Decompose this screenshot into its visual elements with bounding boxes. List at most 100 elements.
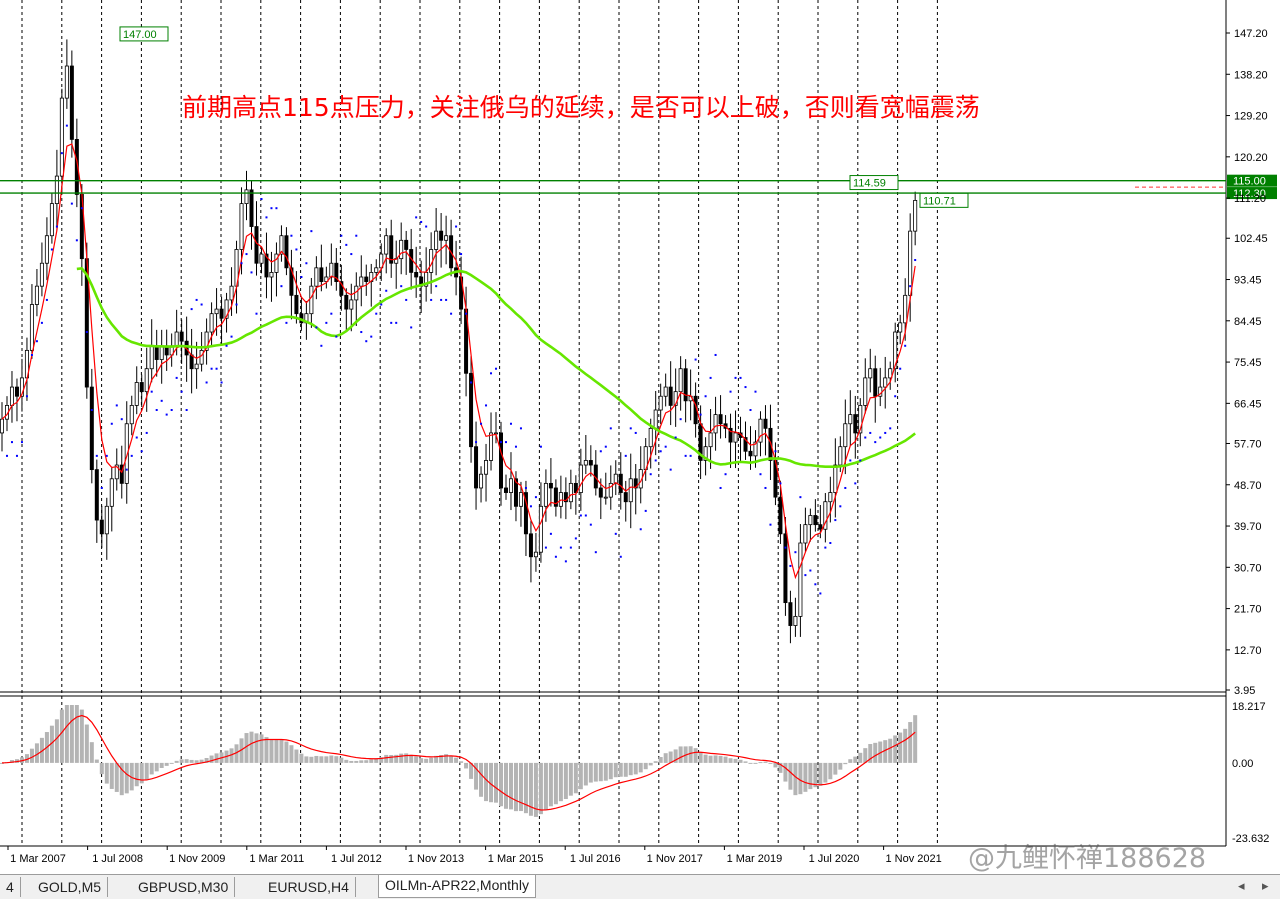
osc-histogram-bar bbox=[39, 737, 44, 763]
osc-histogram-bar bbox=[643, 762, 648, 770]
sar-dot bbox=[644, 509, 647, 512]
tab-eurusd-h4[interactable]: EURUSD,H4 bbox=[262, 877, 356, 897]
osc-histogram-bar bbox=[404, 753, 409, 763]
candle-body bbox=[269, 272, 274, 278]
sar-dot bbox=[385, 289, 388, 292]
candle-body bbox=[743, 437, 748, 452]
sar-dot bbox=[415, 216, 418, 219]
osc-histogram-bar bbox=[49, 725, 54, 763]
sar-dot bbox=[160, 399, 163, 402]
osc-histogram-bar bbox=[618, 762, 623, 777]
candle-body bbox=[114, 464, 119, 480]
osc-histogram-bar bbox=[469, 762, 474, 779]
tab-gbpusd-m30[interactable]: GBPUSD,M30 bbox=[132, 877, 236, 897]
sar-dot bbox=[504, 441, 507, 444]
candle-body bbox=[718, 414, 723, 425]
osc-histogram-bar bbox=[319, 756, 324, 763]
osc-histogram-bar bbox=[753, 762, 758, 764]
sar-dot bbox=[704, 395, 707, 398]
osc-histogram-bar bbox=[299, 753, 304, 763]
candle-body bbox=[793, 615, 798, 626]
x-tick-label: 1 Nov 2021 bbox=[885, 853, 941, 865]
osc-tick-label: 0.00 bbox=[1232, 758, 1253, 770]
osc-histogram-bar bbox=[84, 724, 89, 763]
osc-histogram-bar bbox=[598, 762, 603, 782]
scroll-right-icon[interactable]: ▸ bbox=[1262, 879, 1269, 894]
osc-histogram-bar bbox=[294, 749, 299, 763]
sar-dot bbox=[30, 353, 33, 356]
candle-body bbox=[808, 515, 813, 526]
sar-dot bbox=[879, 436, 882, 439]
sar-dot bbox=[744, 386, 747, 389]
price-label-text: 147.00 bbox=[123, 29, 157, 41]
candle-body bbox=[763, 418, 768, 429]
candle-body bbox=[19, 377, 24, 397]
watermark: @九鲤怀禅188628 bbox=[968, 843, 1207, 874]
tab-gold-m5[interactable]: GOLD,M5 bbox=[32, 877, 109, 897]
sar-dot bbox=[215, 367, 218, 370]
sar-dot bbox=[200, 303, 203, 306]
level-label-box bbox=[1227, 174, 1277, 187]
osc-histogram-bar bbox=[104, 762, 109, 784]
price-label-box bbox=[919, 192, 969, 208]
sar-dot bbox=[844, 486, 847, 489]
sar-dot bbox=[604, 445, 607, 448]
sar-dot bbox=[55, 225, 58, 228]
candle-body bbox=[888, 368, 893, 379]
sar-dot bbox=[250, 271, 253, 274]
candle-body bbox=[404, 239, 409, 250]
osc-histogram-bar bbox=[908, 722, 913, 763]
tab-oilmn-monthly[interactable]: OILMn-APR22,Monthly bbox=[378, 875, 536, 898]
osc-histogram-bar bbox=[344, 759, 349, 763]
sar-dot bbox=[614, 532, 617, 535]
candle-body bbox=[848, 414, 853, 425]
sar-dot bbox=[20, 441, 23, 444]
sar-dot bbox=[60, 152, 63, 155]
osc-histogram-bar bbox=[538, 762, 543, 815]
osc-histogram-bar bbox=[244, 733, 249, 763]
candle-body bbox=[279, 235, 284, 255]
sar-dot bbox=[544, 546, 547, 549]
osc-histogram-bar bbox=[738, 759, 743, 763]
candle-body bbox=[553, 487, 558, 507]
candle-body bbox=[728, 427, 733, 443]
sar-dot bbox=[430, 298, 433, 301]
osc-histogram-bar bbox=[808, 762, 813, 790]
candle-body bbox=[513, 478, 518, 507]
candle-body bbox=[344, 294, 349, 310]
sar-dot bbox=[355, 234, 358, 237]
sar-dot bbox=[809, 569, 812, 572]
sar-dot bbox=[210, 367, 213, 370]
sar-dot bbox=[45, 298, 48, 301]
sar-dot bbox=[634, 431, 637, 434]
candle-body bbox=[843, 423, 848, 448]
candle-body bbox=[359, 276, 364, 287]
sar-dot bbox=[664, 445, 667, 448]
osc-histogram-bar bbox=[623, 762, 628, 777]
osc-histogram-bar bbox=[79, 709, 84, 763]
candle-body bbox=[858, 405, 863, 434]
candle-body bbox=[678, 368, 683, 393]
osc-histogram-bar bbox=[668, 751, 673, 763]
osc-histogram-bar bbox=[608, 762, 613, 780]
candle-body bbox=[598, 487, 603, 498]
osc-histogram-bar bbox=[379, 757, 384, 763]
sar-dot bbox=[320, 344, 323, 347]
candle-body bbox=[868, 368, 873, 379]
osc-histogram-bar bbox=[139, 762, 144, 784]
osc-histogram-bar bbox=[179, 759, 184, 763]
osc-histogram-bar bbox=[793, 762, 798, 796]
sar-dot bbox=[619, 555, 622, 558]
sar-dot bbox=[265, 216, 268, 219]
sar-dot bbox=[470, 381, 473, 384]
tab-item[interactable]: 4 bbox=[0, 877, 21, 897]
sar-dot bbox=[120, 418, 123, 421]
scroll-left-icon[interactable]: ◂ bbox=[1238, 879, 1245, 894]
osc-histogram-bar bbox=[518, 762, 523, 812]
candle-body bbox=[713, 414, 718, 434]
candle-body bbox=[329, 262, 334, 278]
x-tick-label: 1 Nov 2009 bbox=[169, 853, 225, 865]
